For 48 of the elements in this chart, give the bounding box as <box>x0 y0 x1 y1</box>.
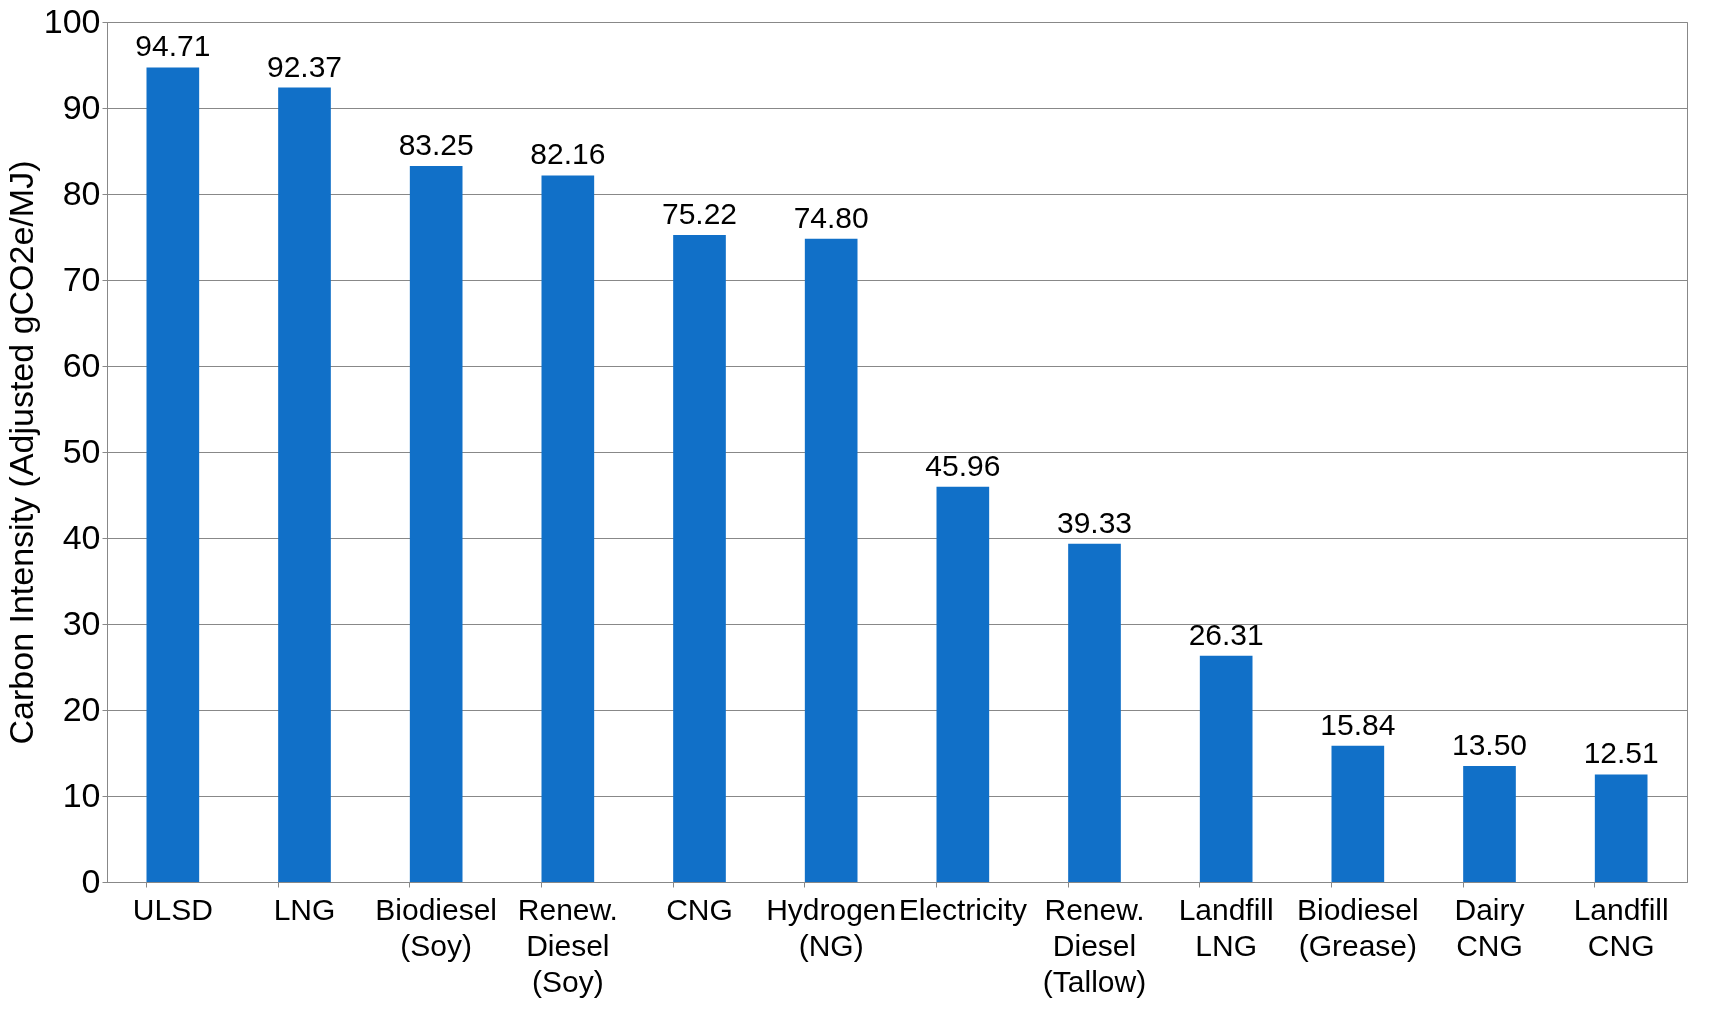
bar <box>1199 655 1253 882</box>
y-tick-label: 40 <box>62 517 101 556</box>
data-label: 12.51 <box>1583 736 1659 770</box>
bar <box>673 235 726 882</box>
y-axis-title: Carbon Intensity (Adjusted gCO2e/MJ) <box>1 160 40 745</box>
bar <box>409 166 463 882</box>
bar <box>1331 745 1385 882</box>
bar <box>1594 774 1648 882</box>
bar <box>1463 765 1516 882</box>
x-tick-label: Renew. Diesel (Soy) <box>517 892 618 998</box>
x-tick-label: LNG <box>273 892 336 926</box>
y-tick-label: 80 <box>62 173 101 212</box>
y-tick-label: 90 <box>62 87 101 126</box>
y-tick-label: 30 <box>62 603 101 642</box>
y-tick-label: 50 <box>62 431 101 470</box>
bar <box>541 175 595 882</box>
x-tick-label: ULSD <box>132 892 213 926</box>
x-tick-label: Electricity <box>898 892 1028 926</box>
y-tick-label: 0 <box>81 861 101 900</box>
x-tick-label: Biodiesel (Soy) <box>375 892 498 962</box>
data-label: 15.84 <box>1320 707 1396 741</box>
bar <box>1068 543 1121 882</box>
data-label: 94.71 <box>135 29 211 63</box>
bar <box>936 486 990 882</box>
data-label: 45.96 <box>925 448 1001 482</box>
x-tick-label: Renew. Diesel (Tallow) <box>1042 892 1147 998</box>
x-tick-label: Landfill CNG <box>1573 892 1669 962</box>
y-tick-label: 60 <box>62 345 101 384</box>
x-tick-label: Biodiesel (Grease) <box>1296 892 1419 962</box>
y-tick-label: 20 <box>62 689 101 728</box>
data-label: 83.25 <box>398 128 474 162</box>
bar <box>146 67 200 882</box>
data-label: 26.31 <box>1188 617 1264 651</box>
data-label: 39.33 <box>1056 505 1133 539</box>
x-tick-label: Hydrogen (NG) <box>766 892 897 962</box>
data-label: 82.16 <box>530 137 606 171</box>
x-tick-label: Landfill LNG <box>1178 892 1274 962</box>
bar <box>804 238 858 882</box>
data-label: 13.50 <box>1451 727 1528 761</box>
y-tick-label: 70 <box>62 259 101 298</box>
data-label: 74.80 <box>793 200 869 234</box>
data-label: 92.37 <box>266 49 343 83</box>
data-label: 75.22 <box>661 197 738 231</box>
bar <box>278 87 331 882</box>
y-tick-label: 100 <box>43 1 101 40</box>
y-tick-label: 10 <box>62 775 101 814</box>
x-tick-label: CNG <box>666 892 733 926</box>
x-tick-label: Dairy CNG <box>1454 892 1525 962</box>
